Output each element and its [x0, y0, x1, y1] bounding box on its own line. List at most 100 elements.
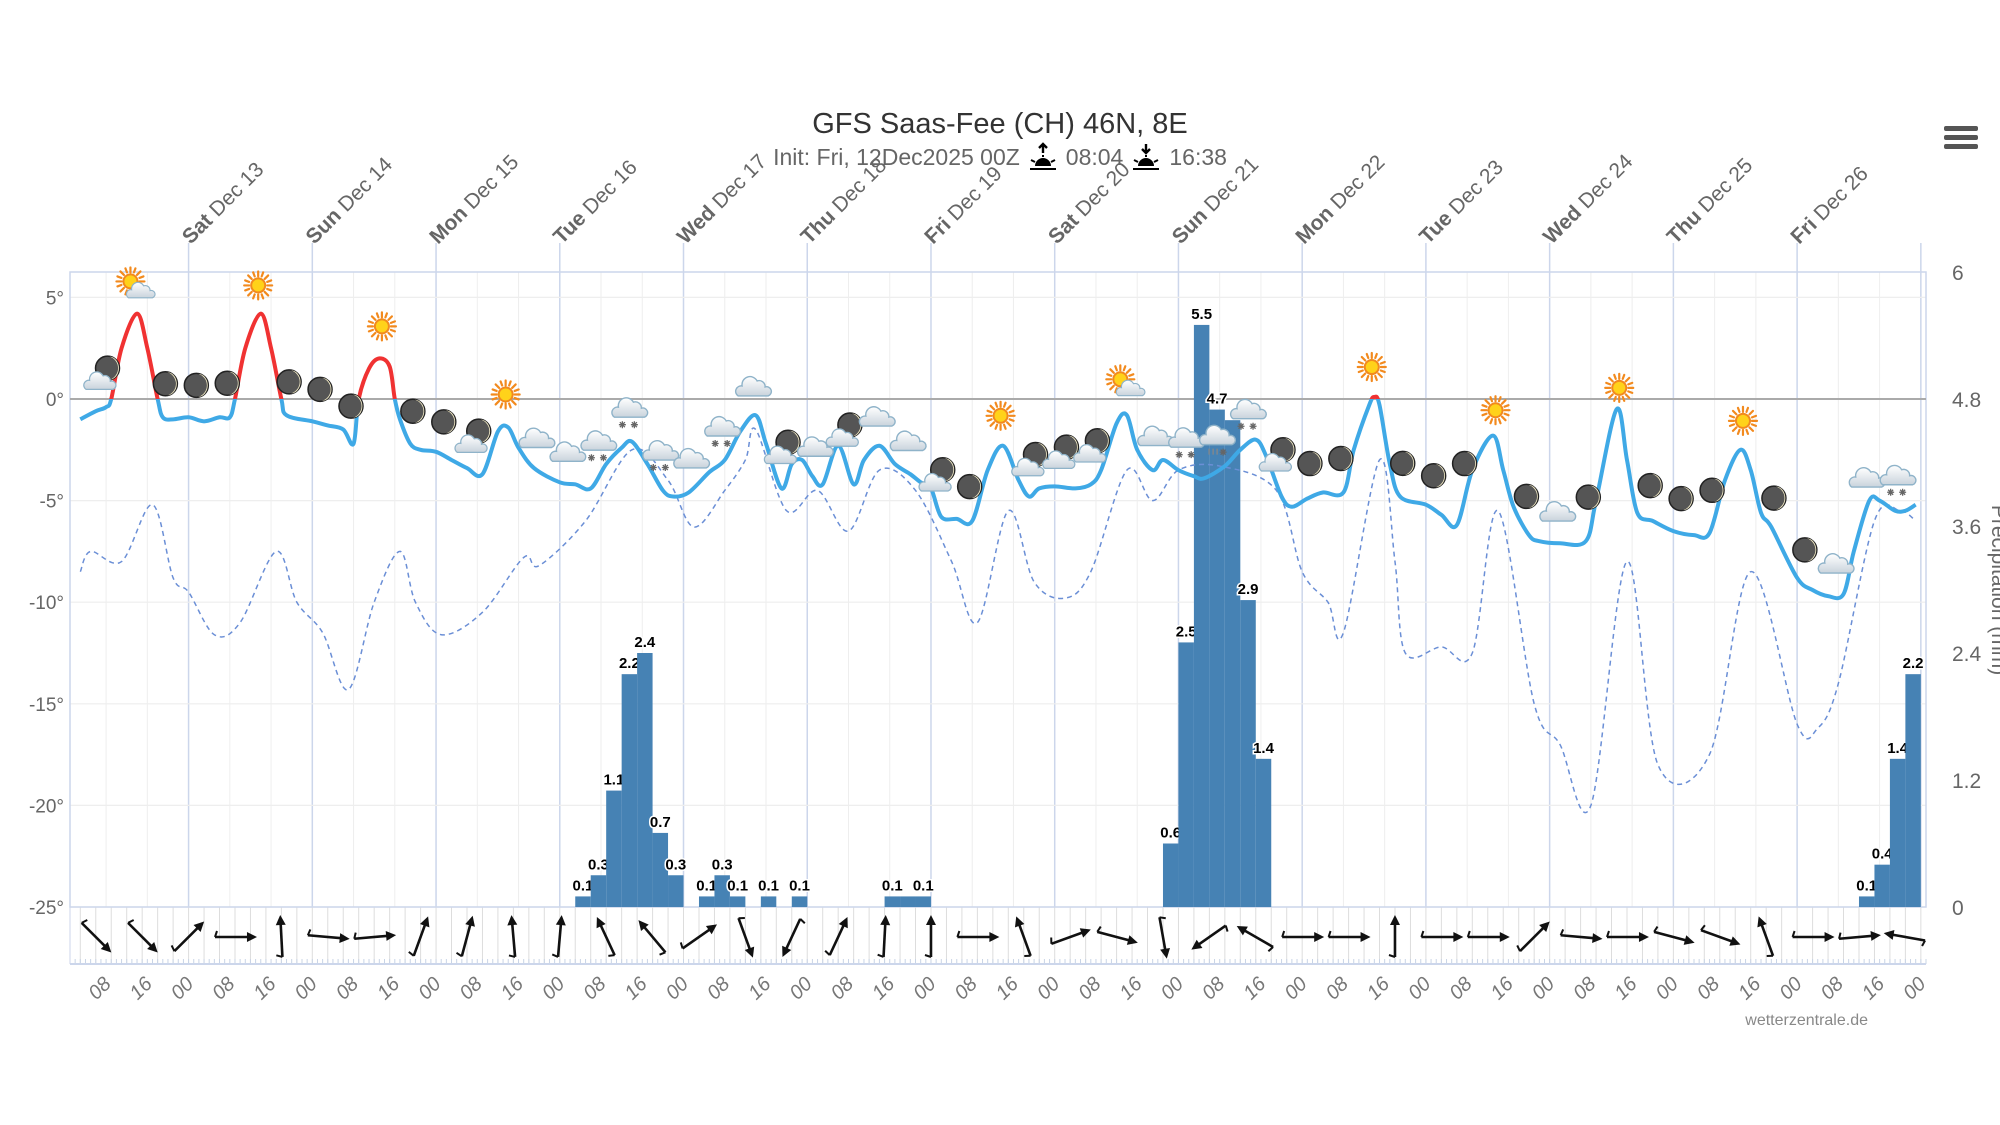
wind-arrow-icon [877, 915, 891, 958]
axis-labels: 5° 0° -5° -10° -15° -20° -25° 6 4.8 3.6 2.4 1.2 0 Pre… [29, 150, 2000, 1004]
wind-arrow-icon [1606, 930, 1649, 942]
moon-icon [338, 393, 364, 419]
moon-icon [276, 369, 302, 395]
x-axis-hour-label: 08 [579, 973, 610, 1004]
moon-cloud-icon [1042, 434, 1080, 469]
x-axis-hour-label: 00 [1404, 973, 1435, 1004]
precip-bar [884, 896, 901, 907]
hamburger-menu-icon[interactable] [1944, 126, 1978, 150]
x-axis-hour-label: 16 [373, 972, 405, 1004]
wind-arrow-icon [306, 929, 350, 944]
wind-arrow-icon [1014, 916, 1032, 957]
y-axis-tick-label: -25° [29, 898, 64, 919]
precip-bar [760, 896, 777, 907]
precip-bar [1874, 864, 1890, 907]
chart-title: GFS Saas-Fee (CH) 46N, 8E [812, 108, 1188, 140]
x-axis-hour-label: 16 [1115, 972, 1147, 1004]
moon-icon [1668, 485, 1694, 512]
precip-bar-label: 0.4 [1872, 846, 1894, 863]
cloud-icon [889, 430, 927, 452]
cloud-icon [1539, 500, 1577, 522]
moon-icon [400, 398, 426, 424]
precip-bar [729, 896, 746, 907]
sun-icon [490, 379, 521, 410]
precip-bar [1889, 758, 1906, 907]
x-axis-hour-label: 16 [1734, 972, 1766, 1004]
wind-arrow-icon [1791, 930, 1835, 942]
wind-arrow-icon [507, 915, 518, 958]
precip-bar-label: 0.1 [573, 877, 594, 894]
moon-cloud-icon [763, 429, 801, 465]
wind-arrow-icon [596, 917, 616, 957]
moon-icon [152, 371, 179, 397]
x-axis-hour-label: 00 [167, 973, 198, 1004]
x-axis-hour-label: 00 [291, 973, 322, 1004]
precip-bar [575, 896, 591, 907]
precip-bar [1178, 642, 1194, 907]
x-axis-hour-label: 00 [1157, 973, 1188, 1004]
wind-arrow-icon [956, 930, 1000, 942]
temperature-line-above-zero [109, 311, 1380, 399]
x-axis-hour-label: 08 [827, 973, 858, 1004]
precip-bar-label: 2.2 [1903, 655, 1924, 672]
y2-axis-title: Precipitation (mm) [1987, 505, 2000, 675]
moon-cloud-icon [83, 355, 121, 390]
wind-arrow-icon [1838, 930, 1881, 941]
wind-arrow-icon [824, 917, 848, 956]
precip-bar [1905, 674, 1921, 907]
y-axis-tick-label: -20° [29, 796, 64, 817]
precip-bar-label: 2.2 [619, 655, 640, 672]
moon-icon [1792, 537, 1818, 563]
wind-arrow-icon [353, 930, 397, 941]
precip-bar-label: 1.4 [1887, 740, 1909, 757]
day-label: Fri Dec 19 [920, 162, 1006, 248]
x-axis-hour-label: 00 [662, 973, 693, 1004]
sun-icon [243, 270, 274, 301]
precip-bar-label: 2.9 [1238, 581, 1259, 598]
moon-icon [307, 376, 333, 403]
y-axis-tick-label: -10° [29, 593, 64, 614]
precip-bar [1255, 758, 1272, 907]
wind-arrow-icon [1559, 929, 1603, 944]
wind-arrow-icon [455, 915, 475, 958]
credit-link[interactable]: wetterzentrale.de [1745, 1012, 1868, 1029]
y2-axis-tick-label: 0 [1952, 897, 1964, 920]
grid [69, 243, 1927, 965]
precip-bar-label: 0.3 [712, 856, 733, 873]
moon-cloud-icon [918, 456, 956, 492]
precip-bar-label: 0.1 [789, 877, 810, 894]
wind-arrow-icon [275, 915, 286, 958]
sun-cloud-icon [1105, 364, 1146, 397]
x-axis-hour-label: 16 [1610, 972, 1642, 1004]
x-axis-hour-label: 08 [1322, 973, 1353, 1004]
moon-icon [1451, 450, 1478, 477]
y-axis-tick-label: 0° [46, 390, 64, 411]
precip-bar [668, 875, 684, 907]
wind-arrow-icon [1653, 925, 1695, 945]
precip-bar [698, 896, 715, 907]
precip-bar-label: 0.1 [696, 877, 717, 894]
sunrise-time: 08:04 [1065, 143, 1124, 170]
moon-cloud-icon [1011, 441, 1049, 477]
x-axis-hour-label: 08 [1817, 973, 1848, 1004]
y-axis-tick-label: -5° [40, 492, 65, 513]
moon-icon [1637, 472, 1663, 499]
precip-bar [1193, 324, 1210, 908]
precip-bar-label: 1.4 [1253, 740, 1275, 757]
dewpoint-line [79, 427, 1917, 814]
precip-bar [1209, 409, 1225, 907]
sun-icon [1480, 395, 1511, 426]
precip-bar [1162, 843, 1179, 907]
y2-axis-tick-label: 6 [1952, 262, 1964, 285]
wind-arrow-icon [1700, 924, 1741, 946]
x-axis-hour-label: 16 [1239, 972, 1271, 1004]
precip-bar-label: 0.1 [913, 877, 934, 894]
x-axis-hour-label: 00 [538, 973, 569, 1004]
x-axis-hour-label: 00 [909, 973, 940, 1004]
cloud-icon [518, 427, 556, 449]
precip-bar [652, 832, 669, 907]
sun-icon [1356, 351, 1387, 383]
wind-arrow-icon [737, 917, 755, 958]
y2-axis-tick-label: 3.6 [1952, 516, 1981, 539]
